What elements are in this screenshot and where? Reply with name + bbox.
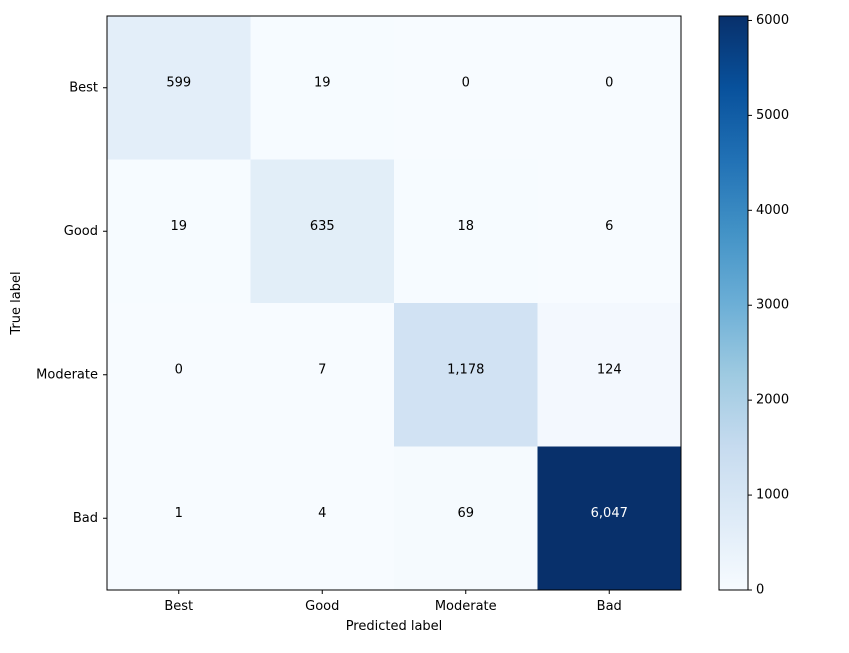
cell-value-label: 0: [605, 75, 613, 90]
y-tick-label: Bad: [73, 511, 98, 526]
heatmap-cell: [394, 303, 538, 447]
colorbar-tick-label: 5000: [756, 108, 789, 123]
cell-value-label: 18: [457, 219, 474, 234]
heatmap-cell: [107, 303, 251, 447]
colorbar-tick-label: 1000: [756, 488, 789, 503]
colorbar-tick-label: 6000: [756, 13, 789, 28]
cell-value-label: 4: [318, 506, 326, 521]
y-axis-ticks: Best Good Moderate Bad: [36, 80, 107, 526]
heatmap-cell: [250, 159, 394, 303]
y-tick-label: Good: [64, 224, 98, 239]
cell-value-label: 124: [597, 362, 622, 377]
heatmap-cell: [107, 16, 251, 160]
cell-value-label: 635: [310, 219, 335, 234]
heatmap-cell-labels: 599 19 0 0 19 635 18 6 0 7 1,178 124 1 4 69 6,047: [166, 75, 628, 521]
cell-value-label: 1: [175, 506, 183, 521]
heatmap-cell: [250, 446, 394, 590]
heatmap-cell: [394, 159, 538, 303]
cell-value-label: 19: [314, 75, 331, 90]
plot-frame: [106, 15, 682, 591]
y-axis-label: True label: [9, 271, 24, 335]
heatmap-cell: [537, 303, 681, 447]
heatmap-cell: [394, 446, 538, 590]
cell-value-label: 6: [605, 219, 613, 234]
x-tick-label: Bad: [597, 599, 622, 614]
cell-value-label: 6,047: [591, 506, 628, 521]
heatmap-cell: [250, 16, 394, 160]
cell-value-label: 7: [318, 362, 326, 377]
heatmap-cell: [394, 16, 538, 160]
x-axis-ticks: Best Good Moderate Bad: [164, 590, 622, 614]
x-tick-label: Good: [305, 599, 339, 614]
heatmap-cells: [107, 16, 681, 590]
colorbar-tick-label: 3000: [756, 298, 789, 313]
heatmap-cell: [537, 16, 681, 160]
y-tick-label: Moderate: [36, 367, 98, 382]
cell-value-label: 69: [457, 506, 474, 521]
cell-value-label: 1,178: [447, 362, 484, 377]
x-tick-label: Best: [164, 599, 193, 614]
cell-value-label: 0: [462, 75, 470, 90]
colorbar: [718, 15, 749, 591]
cell-value-label: 0: [175, 362, 183, 377]
heatmap-cell: [537, 446, 681, 590]
colorbar-tick-label: 0: [756, 583, 764, 598]
heatmap-cell: [107, 159, 251, 303]
colorbar-tick-label: 4000: [756, 203, 789, 218]
heatmap-cell: [107, 446, 251, 590]
x-tick-label: Moderate: [435, 599, 497, 614]
x-axis-label: Predicted label: [346, 619, 443, 634]
cell-value-label: 19: [170, 219, 187, 234]
heatmap-cell: [250, 303, 394, 447]
colorbar-tick-label: 2000: [756, 393, 789, 408]
y-tick-label: Best: [69, 80, 98, 95]
cell-value-label: 599: [166, 75, 191, 90]
heatmap-cell: [537, 159, 681, 303]
colorbar-ticks: 0 1000 2000 3000 4000 5000 6000: [748, 13, 789, 598]
